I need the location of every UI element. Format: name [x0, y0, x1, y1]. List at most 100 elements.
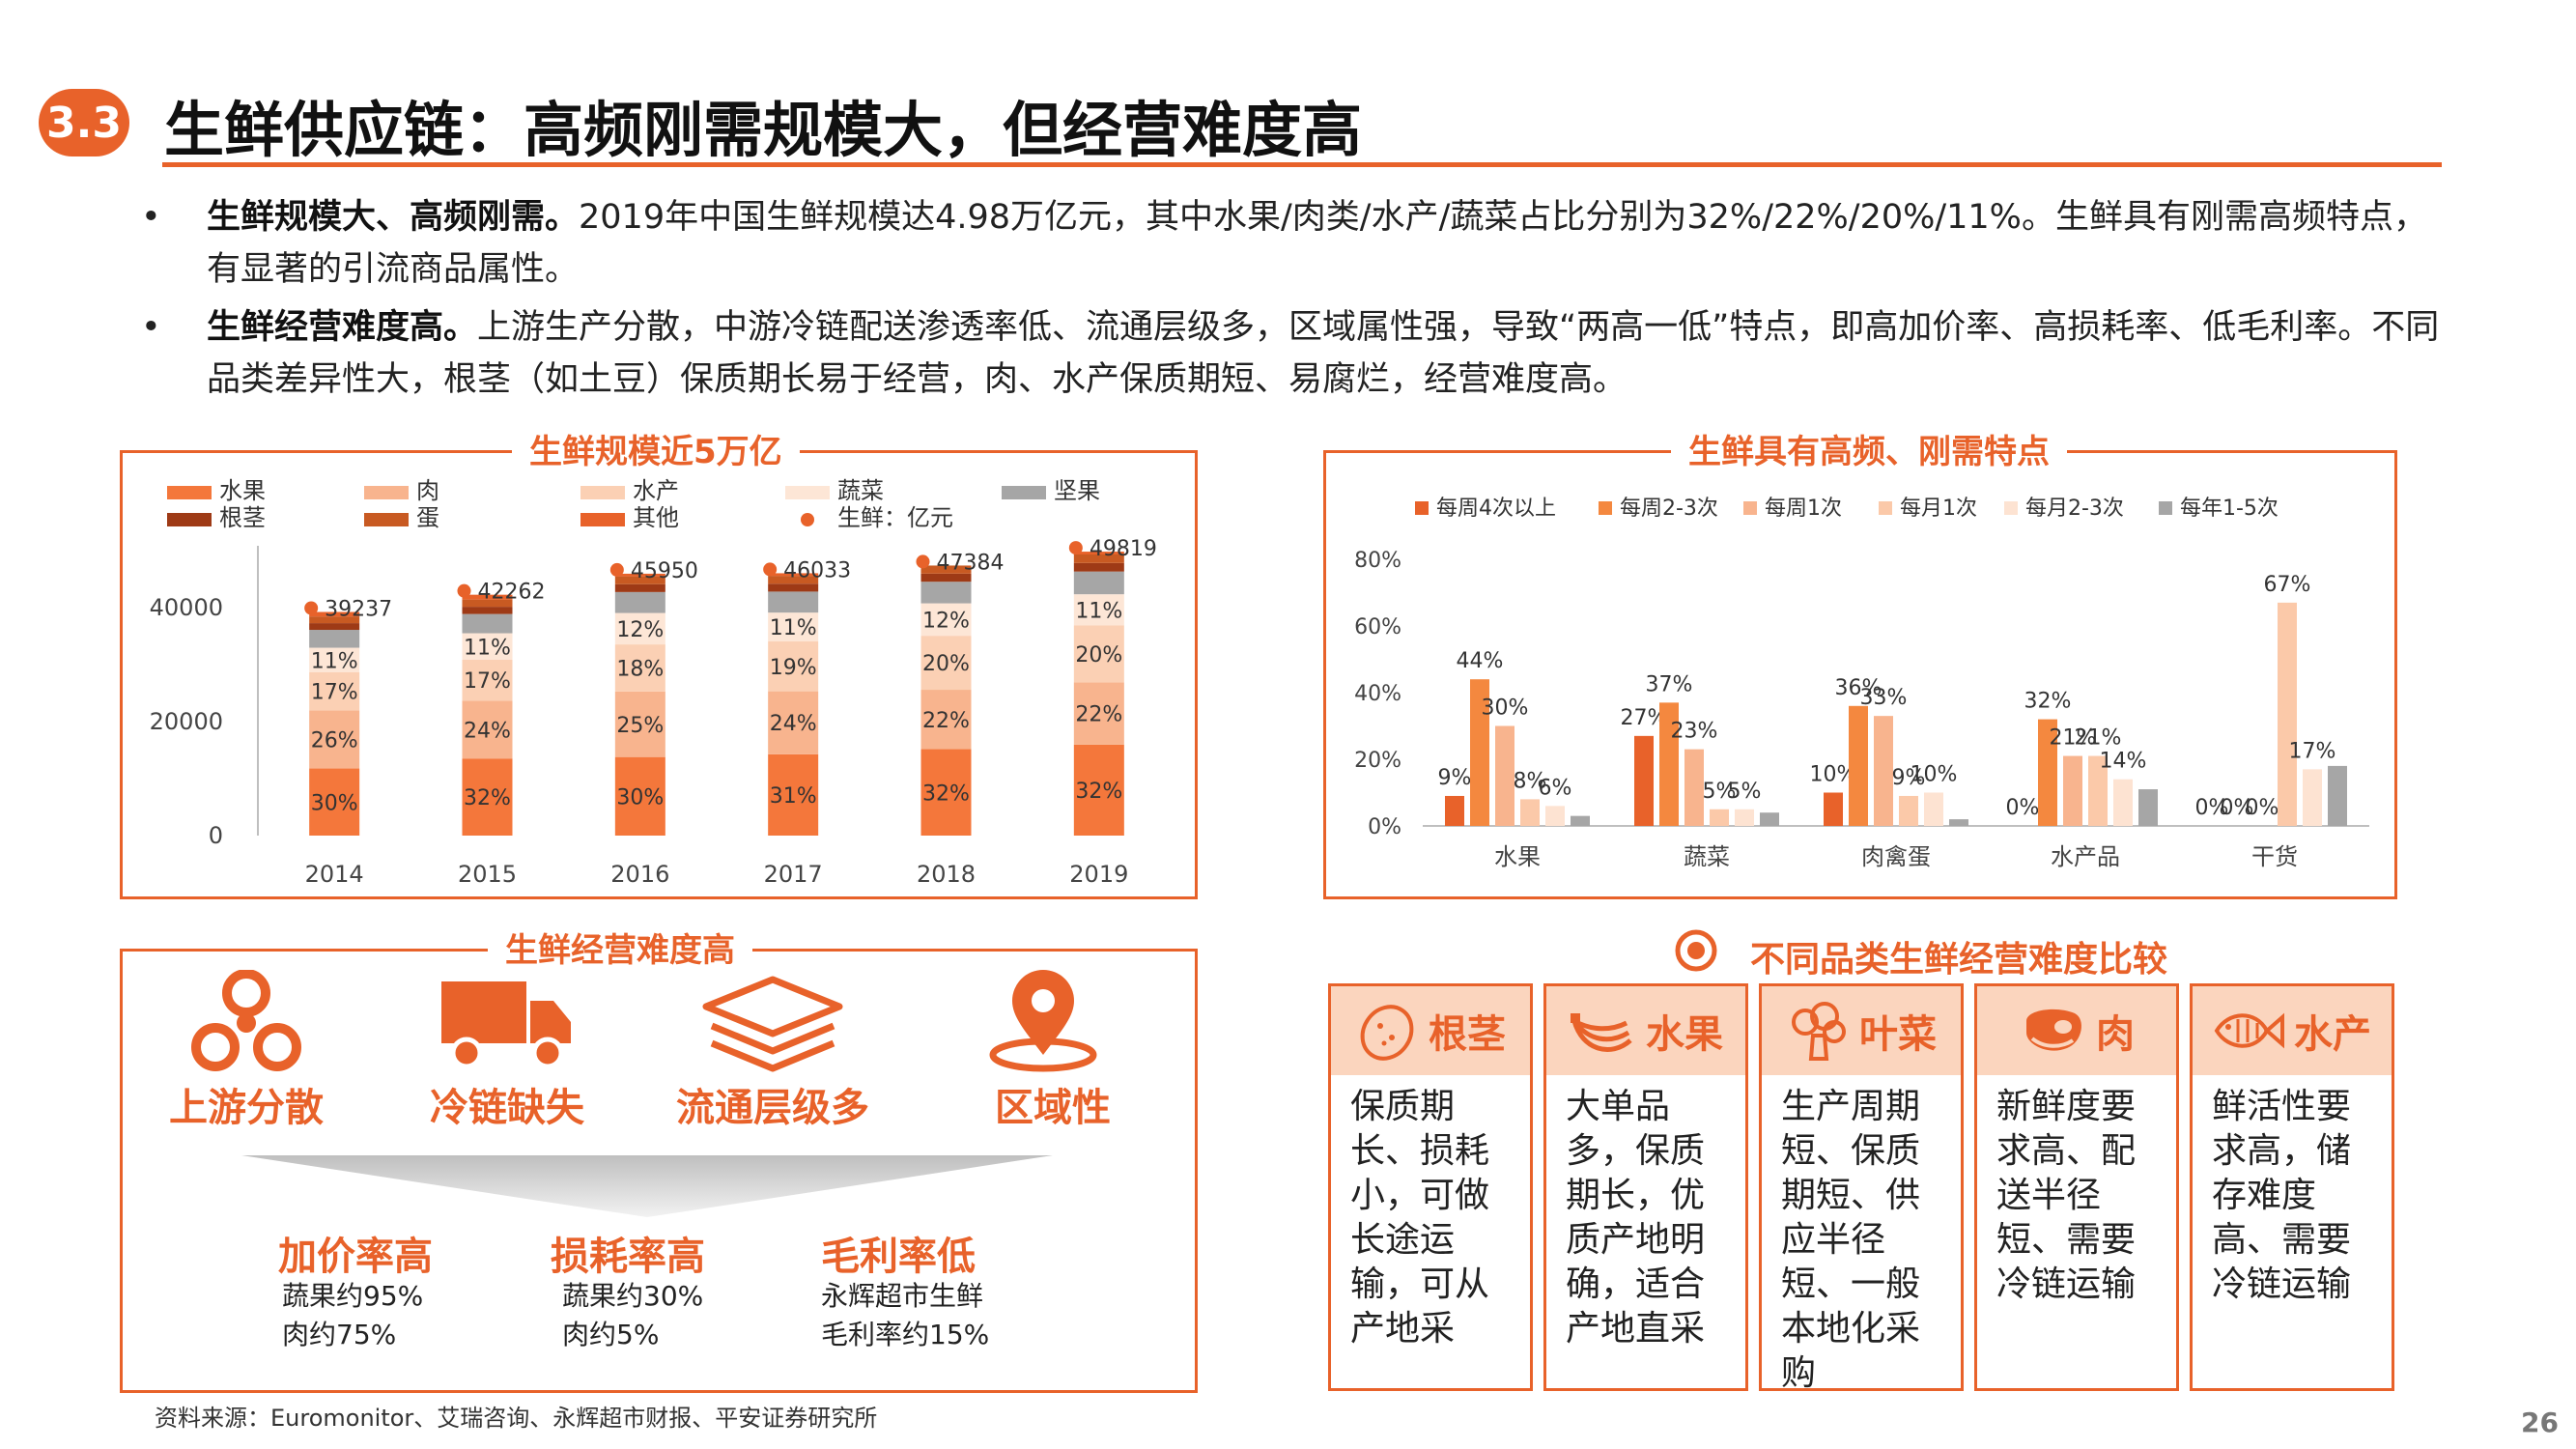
legend-swatch	[1599, 501, 1612, 515]
y-tick-label: 40000	[150, 594, 223, 621]
comparison-desc-line: 高、需要	[2212, 1220, 2352, 1260]
legend-label: 每周4次以上	[1436, 497, 1556, 521]
comparison-desc-line: 生产周期	[1781, 1087, 1921, 1126]
frequency-grouped-bar-chart: 每周4次以上 每周2-3次 每周1次 每月1次 每月2-3次 每年1-5次 0% 20% 40%…	[1354, 497, 2369, 870]
y-tick-label: 80%	[1354, 549, 1401, 573]
bar-segment	[614, 612, 665, 645]
legend-label: 每年1-5次	[2180, 497, 2279, 521]
legend-label: 每周2-3次	[1620, 497, 1718, 521]
bar-segment	[309, 647, 360, 673]
total-label: 45950	[631, 559, 698, 583]
legend-swatch	[1002, 486, 1046, 499]
total-label: 46033	[783, 558, 851, 582]
bar-segment	[309, 630, 360, 648]
bar-data-label: 0%	[2246, 796, 2279, 820]
bar-segment	[768, 576, 819, 584]
bar-segment	[768, 753, 819, 836]
difficulty-label-coldchain: 冷链缺失	[430, 1086, 584, 1130]
bar-segment	[462, 599, 513, 608]
bullet-text: 2019年中国生鲜规模达4.98万亿元，其中水果/肉类/水产/蔬菜占比分别为32…	[207, 198, 2427, 289]
bar-segment	[920, 565, 972, 574]
legend-swatch	[580, 513, 625, 526]
total-marker	[609, 562, 624, 577]
bar	[1874, 716, 1893, 826]
bar-data-label: 44%	[1457, 649, 1504, 673]
bullet-heading: 生鲜规模大、高频刚需。	[207, 198, 580, 237]
bar-data-label: 8%	[1514, 769, 1547, 793]
section-badge: 3.3	[39, 89, 129, 156]
downward-arrow-shape	[241, 1155, 1053, 1217]
comparison-desc-line: 求高，储	[2212, 1131, 2352, 1171]
bar-segment	[309, 611, 360, 617]
x-tick-label: 2016	[610, 861, 669, 888]
bar-segment	[462, 659, 513, 701]
legend-swatch	[364, 486, 409, 499]
bar-data-label: 12%	[616, 618, 664, 642]
bar-data-label: 0%	[2006, 796, 2040, 820]
bar-segment	[309, 672, 360, 711]
bar-data-label: 33%	[1860, 686, 1908, 710]
bar-segment	[614, 644, 665, 692]
comparison-card-name: 水产	[2294, 1012, 2371, 1057]
bar-data-label: 5%	[1703, 780, 1737, 804]
bar-segment	[462, 758, 513, 836]
location-pin-icon	[989, 970, 1097, 1072]
banana-icon	[1571, 1013, 1632, 1052]
comparison-desc-line: 期短、供	[1781, 1176, 1921, 1215]
legend-label: 根茎	[219, 504, 266, 531]
bar	[2138, 789, 2158, 826]
bar-data-label: 17%	[2289, 739, 2336, 763]
comparison-desc-line: 送半径	[1996, 1176, 2102, 1215]
bar-data-label: 67%	[2264, 573, 2311, 597]
bar-data-label: 32%	[1075, 780, 1122, 804]
bar	[1924, 792, 1943, 826]
bar	[1659, 702, 1679, 826]
x-tick-label: 2017	[764, 861, 823, 888]
difficulty-label-layers: 流通层级多	[676, 1086, 869, 1130]
legend-swatch	[1879, 501, 1892, 515]
bar-segment	[614, 756, 665, 836]
bar-segment	[768, 573, 819, 577]
legend-swatch	[2004, 501, 2018, 515]
title-divider	[162, 162, 2442, 167]
bar-segment	[1073, 594, 1124, 626]
legend-swatch	[167, 486, 212, 499]
bar	[1470, 679, 1489, 826]
x-tick-label: 2018	[917, 861, 976, 888]
bar	[2328, 765, 2347, 826]
comparison-desc-line: 质产地明	[1566, 1220, 1706, 1260]
bar-data-label: 11%	[1075, 599, 1122, 623]
legend-marker	[801, 513, 814, 526]
comparison-desc-line: 短、保质	[1781, 1131, 1921, 1171]
comparison-desc-line: 长途运	[1350, 1220, 1456, 1260]
difficulty-label-upstream: 上游分散	[169, 1086, 324, 1130]
total-marker	[1068, 541, 1083, 555]
bar	[1545, 806, 1565, 826]
bar	[1634, 735, 1654, 826]
comparison-desc-line: 冷链运输	[2212, 1264, 2352, 1304]
bar	[1899, 795, 1918, 826]
result-line: 肉约75%	[282, 1319, 397, 1350]
bar-segment	[1073, 552, 1124, 555]
bar	[1571, 815, 1590, 826]
legend-label: 坚果	[1054, 477, 1100, 504]
bar	[1684, 749, 1704, 826]
legend-label: 每月2-3次	[2025, 497, 2124, 521]
broccoli-icon	[1792, 1002, 1846, 1061]
bar	[1445, 795, 1464, 826]
bar-data-label: 5%	[1728, 780, 1762, 804]
comparison-desc-line: 产地直采	[1566, 1309, 1706, 1349]
comparison-desc-line: 大单品	[1566, 1087, 1671, 1126]
y-tick-label: 20000	[150, 708, 223, 735]
bullet-difficulty: • 生鲜经营难度高。上游生产分散，中游冷链配送渗透率低、流通层级多，区域属性强，…	[141, 301, 2444, 406]
comparison-card-meat: 肉 新鲜度要 求高、配 送半径 短、需要 冷链运输	[1974, 983, 2179, 1391]
y-tick-label: 0%	[1368, 815, 1401, 839]
legend-label: 其他	[633, 504, 679, 531]
bar	[1824, 792, 1843, 826]
bar	[2063, 755, 2082, 826]
difficulty-title: 生鲜经营难度高	[488, 923, 752, 971]
legend-label: 每月1次	[1900, 497, 1977, 521]
bar-segment	[1073, 562, 1124, 572]
bar-data-label: 18%	[616, 657, 664, 681]
